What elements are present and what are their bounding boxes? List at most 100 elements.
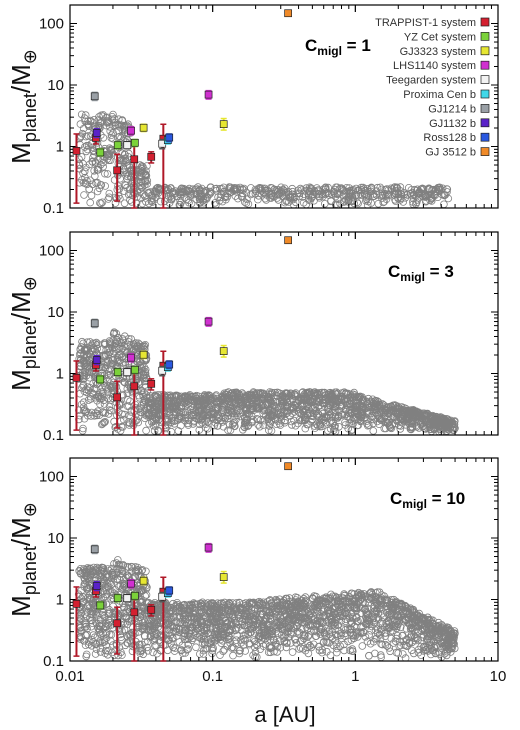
sim-point xyxy=(344,196,353,204)
sim-point xyxy=(114,408,123,417)
legend-label: Teegarden system xyxy=(386,75,476,87)
sim-point xyxy=(106,370,115,379)
sim-point xyxy=(115,344,123,353)
sim-point xyxy=(109,110,117,119)
legend-label: Ross128 b xyxy=(423,132,476,144)
sim-point xyxy=(119,359,128,367)
sim-point xyxy=(96,619,104,628)
sim-point xyxy=(94,624,102,633)
sim-point xyxy=(81,571,90,580)
cmigl-sub: migl xyxy=(400,270,425,284)
sim-point xyxy=(77,632,85,641)
sim-point xyxy=(96,566,104,575)
sim-point xyxy=(311,391,319,400)
legend-swatch xyxy=(480,147,490,156)
sim-point xyxy=(225,420,234,429)
sim-point xyxy=(119,579,128,588)
sim-point xyxy=(136,169,145,177)
sim-point xyxy=(203,410,212,419)
sim-point xyxy=(228,389,236,397)
sim-point xyxy=(143,162,151,170)
sim-point xyxy=(107,580,116,589)
sim-point xyxy=(315,401,324,410)
sim-point xyxy=(106,338,114,347)
sim-point xyxy=(205,394,214,403)
sim-point xyxy=(324,426,332,435)
sim-point xyxy=(158,399,166,408)
sim-point xyxy=(83,145,92,154)
sim-point xyxy=(400,190,409,199)
sim-point xyxy=(403,191,412,199)
sim-point xyxy=(79,382,87,390)
data-point xyxy=(72,373,81,382)
sim-point xyxy=(111,586,119,594)
sim-point xyxy=(96,648,105,656)
sim-point xyxy=(448,420,457,428)
sim-point xyxy=(97,388,105,396)
sim-point xyxy=(83,608,91,616)
sim-point xyxy=(296,184,305,193)
sim-point xyxy=(104,620,112,629)
sim-point xyxy=(265,414,273,422)
sim-point xyxy=(81,143,89,151)
sim-point xyxy=(94,116,103,124)
sim-point xyxy=(382,407,390,415)
legend-label: LHS1140 system xyxy=(393,60,476,72)
sim-point xyxy=(377,414,386,423)
sim-point xyxy=(182,396,190,404)
y-title-sub1: planet xyxy=(20,320,40,369)
ticks xyxy=(69,231,499,436)
sim-point xyxy=(213,416,221,425)
sim-point xyxy=(83,383,92,391)
sim-point xyxy=(147,400,155,409)
sim-point xyxy=(93,187,102,196)
sim-point xyxy=(150,621,159,629)
legend-swatch xyxy=(480,46,490,56)
sim-point xyxy=(121,378,129,387)
sim-point xyxy=(228,420,237,429)
sim-point xyxy=(308,415,317,424)
sim-point xyxy=(76,346,85,354)
sim-point xyxy=(301,593,310,601)
sim-point xyxy=(138,625,146,633)
sim-point xyxy=(75,354,83,363)
sim-point xyxy=(276,421,285,429)
sim-point xyxy=(151,391,160,400)
sim-point xyxy=(239,189,247,198)
y-title-main: M xyxy=(6,142,36,164)
sim-point xyxy=(125,185,134,194)
sim-point xyxy=(391,187,399,195)
sim-point xyxy=(136,182,145,190)
plot-frame xyxy=(69,4,499,209)
sim-point xyxy=(92,645,101,653)
sim-point xyxy=(194,415,203,424)
sim-point xyxy=(114,565,123,573)
sim-point xyxy=(177,184,186,193)
sim-point xyxy=(310,388,319,397)
sim-point xyxy=(208,402,217,410)
sim-point xyxy=(405,410,413,418)
sim-point xyxy=(392,401,400,410)
sim-point xyxy=(80,357,88,365)
sim-point xyxy=(288,184,297,193)
legend-swatch xyxy=(480,17,490,27)
sim-point xyxy=(123,562,132,571)
legend-swatch xyxy=(480,89,490,99)
cmigl-main: C xyxy=(305,36,317,55)
sim-point xyxy=(124,334,133,343)
legend-swatch xyxy=(480,104,490,113)
cmigl-value: = 1 xyxy=(342,36,371,55)
sim-point xyxy=(303,410,312,418)
data-point xyxy=(219,120,228,128)
sim-point xyxy=(237,398,246,407)
sim-point xyxy=(445,417,454,426)
sim-point xyxy=(367,199,375,207)
sim-point xyxy=(142,567,150,576)
sim-point xyxy=(306,641,314,650)
sim-point xyxy=(141,340,150,349)
sim-point xyxy=(89,563,98,572)
sim-point xyxy=(244,422,252,431)
data-point xyxy=(123,368,132,377)
sim-point xyxy=(84,593,92,602)
sim-point xyxy=(383,185,391,193)
